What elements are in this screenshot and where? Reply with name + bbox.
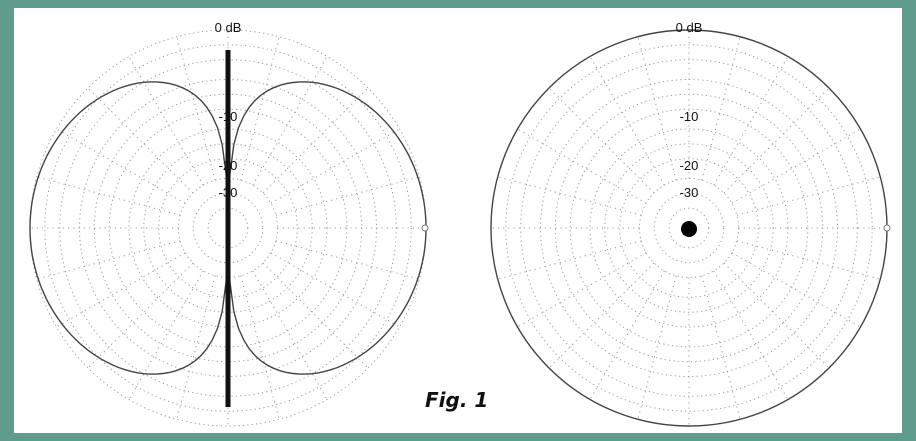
left-0db-label: 0 dB [215, 20, 242, 35]
grid-ring [653, 192, 725, 264]
right-reference-marker [883, 224, 891, 232]
left-ring-label-30: -30 [219, 185, 238, 200]
right-ring-label-30: -30 [680, 185, 699, 200]
left-ring-label-10: -10 [219, 109, 238, 124]
right-ring-label-10: -10 [680, 109, 699, 124]
grid-ring [505, 44, 873, 412]
right-antenna-element [681, 221, 697, 237]
grid-ring [569, 108, 809, 348]
left-ring-label-20: -20 [219, 158, 238, 173]
left-figure-eight-pattern [29, 81, 427, 375]
figure-caption: Fig. 1 [425, 388, 488, 412]
right-ring-label-20: -20 [680, 158, 699, 173]
grid-ring [604, 143, 774, 313]
right-0db-label: 0 dB [676, 20, 703, 35]
grid-ring [128, 128, 328, 328]
grid-ring [520, 59, 858, 397]
grid-ring [44, 44, 412, 412]
right-polar-grid [490, 29, 888, 427]
left-polar-plot: 0 dB -10 -20 -30 [29, 20, 429, 427]
grid-ring [668, 207, 710, 249]
left-antenna-element [225, 50, 231, 407]
left-reference-marker [421, 224, 429, 232]
paper-background [14, 8, 902, 433]
grid-ring [589, 128, 789, 328]
grid-ring [619, 158, 759, 298]
right-polar-plot: 0 dB -10 -20 -30 [490, 20, 891, 427]
